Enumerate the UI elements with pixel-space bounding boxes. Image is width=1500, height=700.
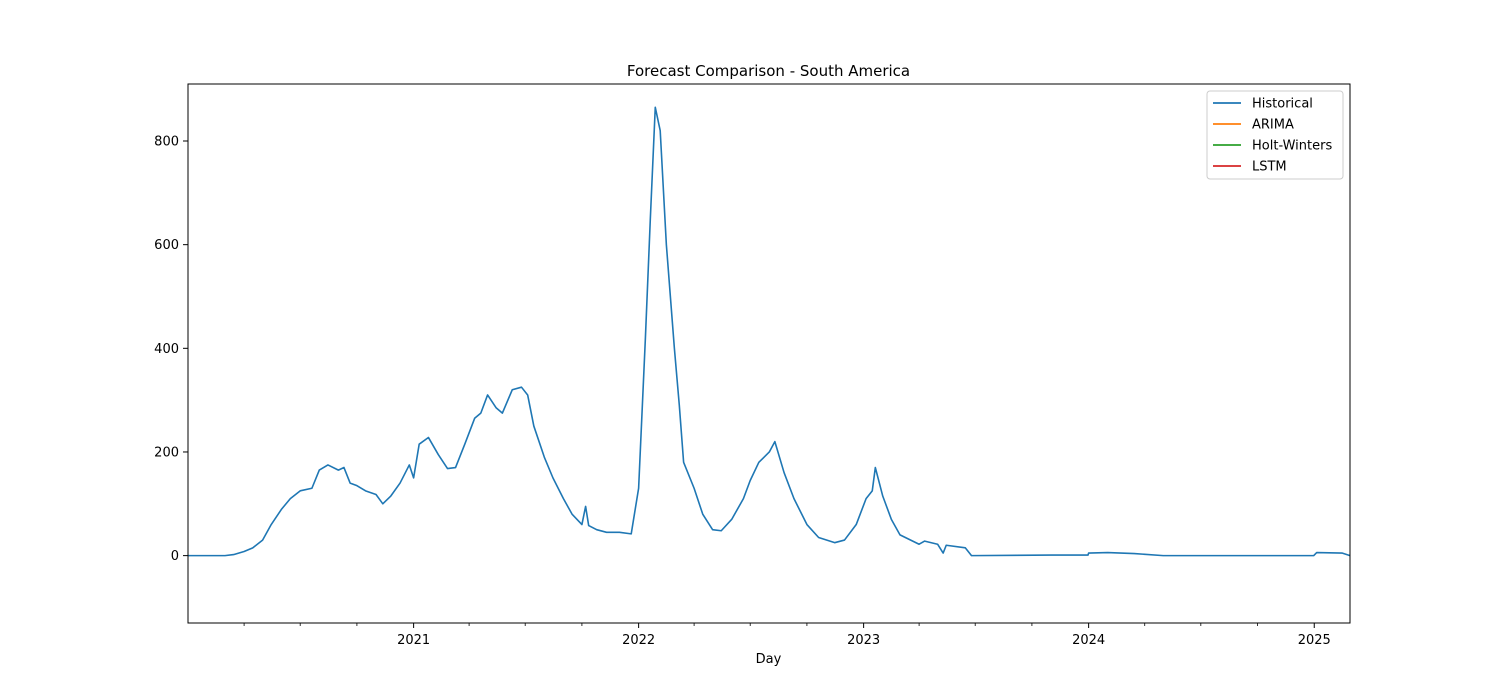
x-tick-label: 2023 xyxy=(847,633,880,648)
plot-frame xyxy=(187,83,1351,624)
legend-entry-label: LSTM xyxy=(1252,160,1287,175)
legend-entry-label: Holt-Winters xyxy=(1252,139,1332,154)
x-tick-label: 2024 xyxy=(1072,633,1105,648)
y-tick-label: 0 xyxy=(171,549,179,564)
x-tick-label: 2021 xyxy=(397,633,430,648)
chart-title: Forecast Comparison - South America xyxy=(627,62,910,80)
y-tick-label: 600 xyxy=(154,238,179,253)
legend: Historical ARIMA Holt-Winters LSTM xyxy=(1206,90,1344,180)
x-tick-label: 2022 xyxy=(622,633,655,648)
x-axis-label: Day xyxy=(756,652,782,667)
legend-entry-label: ARIMA xyxy=(1252,118,1294,133)
y-axis: 0 200 400 600 800 xyxy=(154,135,188,564)
y-tick-label: 200 xyxy=(154,445,179,460)
x-tick-label: 2025 xyxy=(1298,633,1331,648)
y-tick-label: 400 xyxy=(154,342,179,357)
y-tick-label: 800 xyxy=(154,135,179,150)
legend-entry-label: Historical xyxy=(1252,97,1313,112)
x-axis: 2021 2022 2023 2024 2025 xyxy=(243,623,1331,648)
series-line-historical xyxy=(188,106,1351,557)
plot-area xyxy=(188,106,1351,557)
legend-box xyxy=(1206,90,1344,180)
